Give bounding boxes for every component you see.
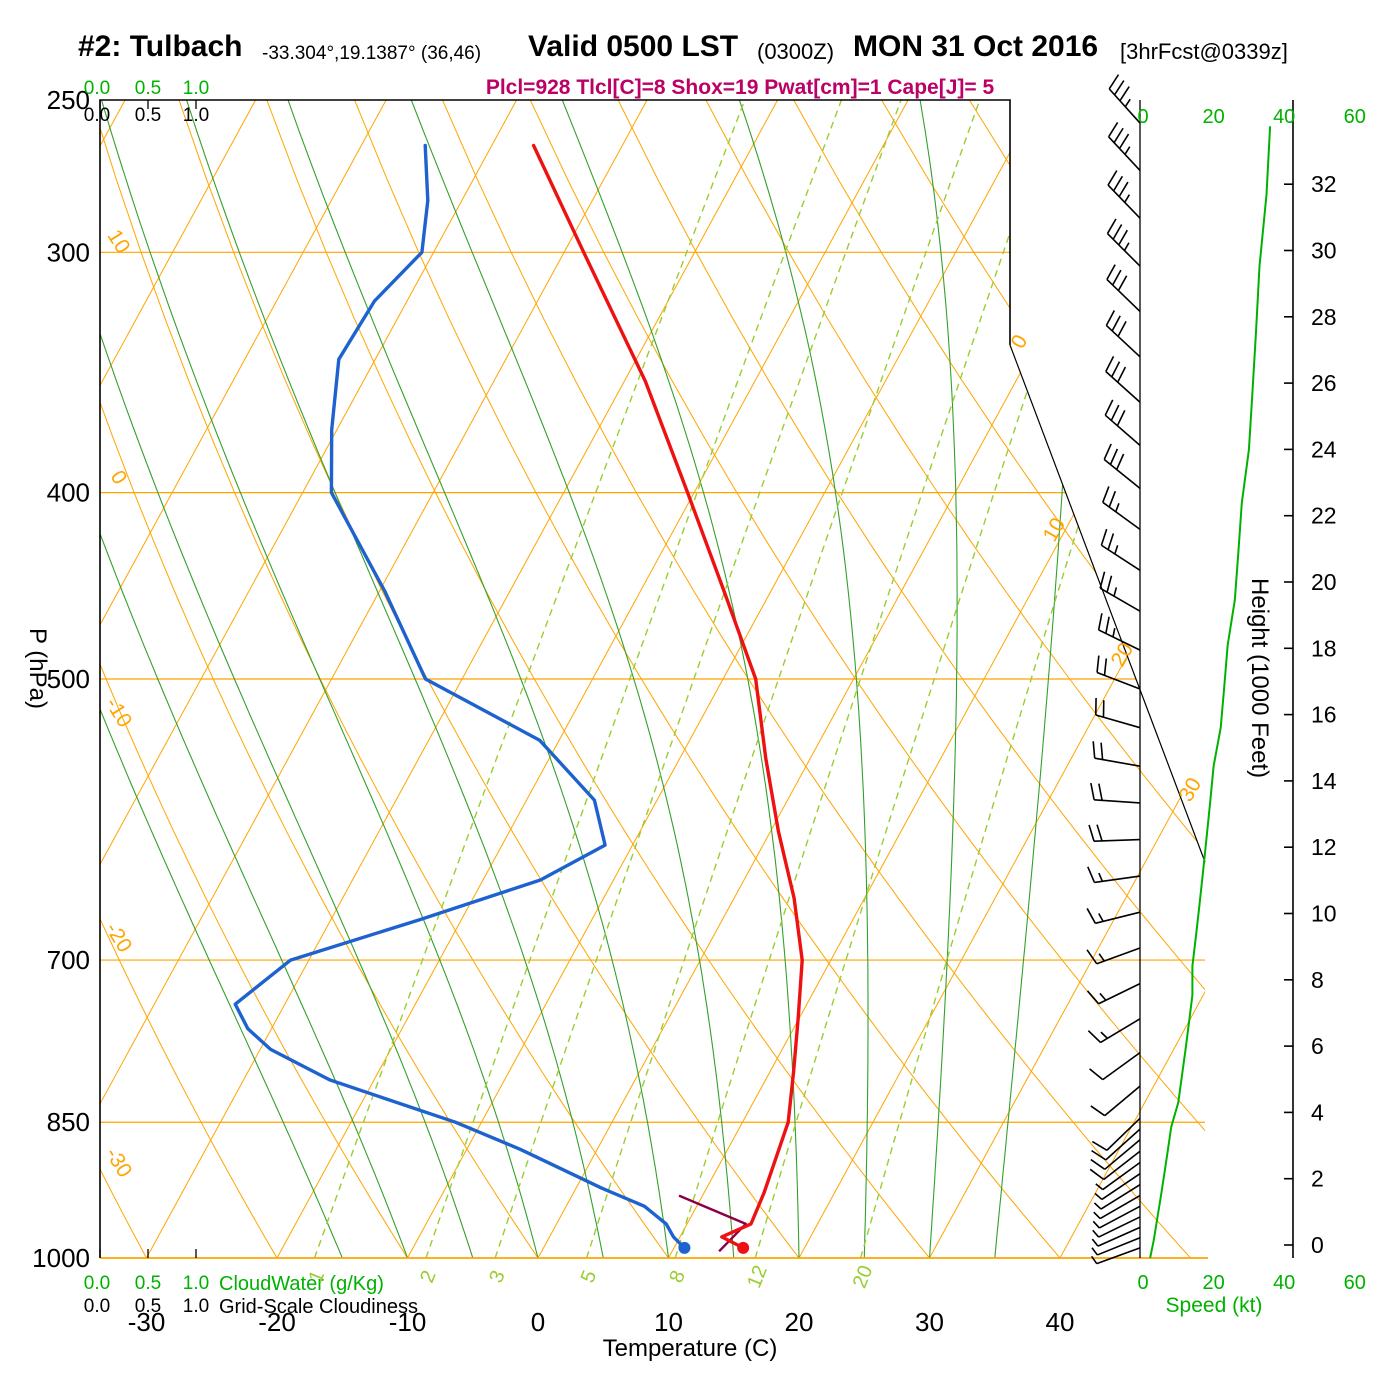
dewpoint-curve	[233, 143, 687, 1250]
temperature-tick-label: -10	[389, 1307, 427, 1337]
isotherms-and-dry-adiabats	[100, 100, 1205, 1258]
surface-temperature-dot	[737, 1241, 750, 1254]
height-tick-label: 0	[1311, 1232, 1324, 1258]
station-coords: -33.304°,19.1387° (36,46)	[262, 43, 482, 64]
mixing-ratio-label: 8	[665, 1267, 690, 1286]
cloud-scale-tick-label: 0.0	[84, 1273, 110, 1294]
height-tick-label: 20	[1311, 569, 1337, 595]
pressure-tick-label: 300	[47, 237, 90, 267]
temperature-tick-label: 40	[1046, 1307, 1075, 1337]
isotherm-label: 10	[1039, 514, 1071, 546]
height-tick-label: 14	[1311, 768, 1337, 794]
speed-tick-label: 60	[1344, 1272, 1366, 1294]
pressure-axis-title: P (hPa)	[24, 628, 51, 709]
speed-tick-label: 0	[1137, 106, 1148, 128]
cloud-scale-tick-label: 0.5	[135, 1273, 161, 1294]
height-tick-label: 24	[1311, 436, 1337, 462]
height-tick-label: 4	[1311, 1099, 1324, 1125]
temperature-tick-label: 30	[915, 1307, 944, 1337]
height-tick-label: 12	[1311, 834, 1337, 860]
dry-adiabat-label: -20	[101, 919, 137, 957]
cloud-scale-tick-label: 0.5	[135, 78, 161, 99]
mixing-ratio-label: 2	[416, 1267, 441, 1286]
height-tick-label: 16	[1311, 702, 1337, 728]
valid-date: MON 31 Oct 2016	[853, 30, 1099, 63]
speed-axis-title: Speed (kt)	[1166, 1294, 1263, 1317]
mixing-ratio-label: 3	[485, 1267, 510, 1286]
pressure-tick-label: 850	[47, 1107, 90, 1137]
pressure-tick-label: 500	[47, 664, 90, 694]
speed-tick-label: 40	[1273, 106, 1295, 128]
wind-panel	[1086, 74, 1272, 1265]
cloud-scale-tick-label: 0.0	[84, 78, 110, 99]
cloud-scale-tick-label: 0.0	[84, 1296, 110, 1317]
isotherm-label: 0	[1006, 331, 1032, 353]
temperature-axis-title: Temperature (C)	[603, 1335, 778, 1362]
cloud-scale-tick-label: 1.0	[183, 105, 209, 126]
height-tick-label: 2	[1311, 1166, 1324, 1192]
height-tick-label: 22	[1311, 503, 1337, 529]
surface-dewpoint-dot	[678, 1241, 691, 1254]
isotherm-label: 20	[1107, 639, 1139, 671]
dry-adiabat-label: -30	[101, 1144, 137, 1182]
height-tick-label: 6	[1311, 1033, 1324, 1059]
cloud-scale-tick-label: 1.0	[183, 1296, 209, 1317]
temperature-tick-label: 10	[654, 1307, 683, 1337]
cloud-scale-tick-label: 0.5	[135, 1296, 161, 1317]
valid-time: Valid 0500 LST	[528, 30, 739, 63]
height-tick-label: 26	[1311, 370, 1337, 396]
height-tick-label: 8	[1311, 967, 1324, 993]
pressure-tick-label: 250	[47, 85, 90, 115]
speed-tick-label: 20	[1202, 106, 1224, 128]
speed-tick-label: 20	[1202, 1272, 1224, 1294]
dry-adiabat-label: 0	[106, 467, 132, 489]
cloud-scale-tick-label: 0.5	[135, 105, 161, 126]
height-tick-label: 18	[1311, 635, 1337, 661]
speed-tick-label: 60	[1344, 106, 1366, 128]
axis-tick-labels: 1 2 3 5 8 12 200246810121416182022242628303225…	[32, 78, 1366, 1337]
temperature-curve	[531, 143, 804, 1250]
height-axis-title: Height (1000 Feet)	[1246, 578, 1273, 778]
cloudiness-scale-title: Grid-Scale Cloudiness	[219, 1296, 418, 1318]
speed-tick-label: 40	[1273, 1272, 1295, 1294]
mixing-ratio-label: 12	[743, 1262, 772, 1291]
forecast-tag: [3hrFcst@0339z]	[1120, 39, 1288, 64]
dry-adiabat-label: -10	[101, 694, 137, 732]
speed-profile-curve	[1149, 126, 1272, 1259]
height-tick-label: 28	[1311, 304, 1337, 330]
height-tick-label: 10	[1311, 901, 1337, 927]
parcel-trace	[678, 1194, 747, 1253]
height-tick-label: 30	[1311, 238, 1337, 264]
cloud-scale-tick-label: 0.0	[84, 105, 110, 126]
valid-zulu: (0300Z)	[757, 39, 835, 64]
isotherm-label: 30	[1175, 774, 1207, 806]
temperature-tick-label: -30	[128, 1307, 166, 1337]
mixing-ratio-label: 5	[577, 1267, 602, 1286]
cloud-scale-tick-label: 1.0	[183, 78, 209, 99]
pressure-tick-label: 400	[47, 478, 90, 508]
station-title: #2: Tulbach	[78, 30, 243, 63]
temperature-tick-label: 20	[785, 1307, 814, 1337]
params-line: Plcl=928 Tlcl[C]=8 Shox=19 Pwat[cm]=1 Ca…	[485, 76, 995, 99]
cloudwater-scale-title: CloudWater (g/Kg)	[219, 1273, 384, 1295]
height-tick-label: 32	[1311, 171, 1337, 197]
temperature-tick-label: -20	[258, 1307, 296, 1337]
speed-tick-label: 0	[1137, 1272, 1148, 1294]
temperature-tick-label: 0	[531, 1307, 545, 1337]
plot-border	[99, 99, 1208, 1259]
cloud-scale-tick-label: 1.0	[183, 1273, 209, 1294]
mixing-ratio-label: 20	[849, 1262, 878, 1291]
pressure-tick-label: 1000	[32, 1243, 90, 1273]
sounding-profiles	[233, 143, 804, 1254]
pressure-tick-label: 700	[47, 945, 90, 975]
